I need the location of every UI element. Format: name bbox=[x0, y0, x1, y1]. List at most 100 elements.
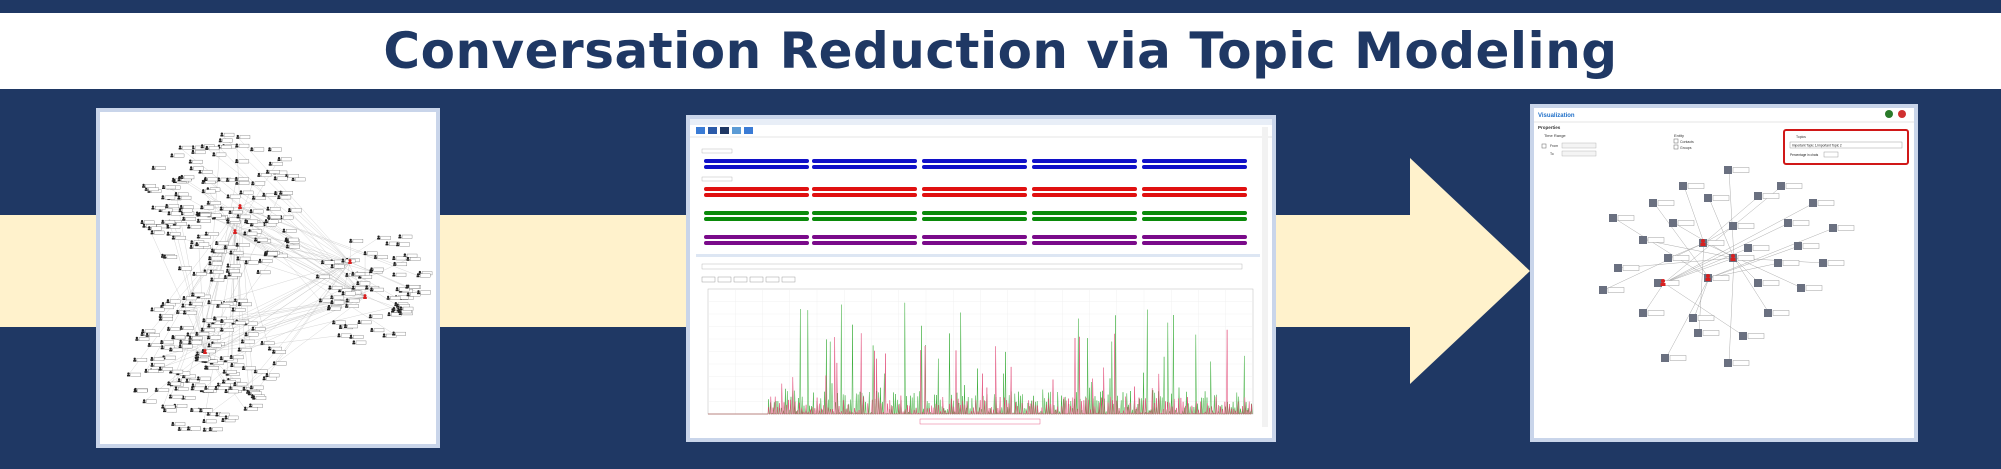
contact-node-icon bbox=[1669, 219, 1695, 227]
contact-node-icon bbox=[256, 269, 271, 275]
contact-node-icon bbox=[251, 181, 266, 186]
contact-node-icon bbox=[1639, 236, 1665, 244]
hub-node-icon bbox=[238, 204, 242, 209]
reduced-contact-graph bbox=[1599, 166, 1855, 367]
topic-bar bbox=[812, 187, 917, 191]
contact-node-icon bbox=[208, 256, 223, 261]
topic-bar bbox=[812, 165, 917, 169]
topics-label: Topics bbox=[1796, 135, 1806, 139]
contact-node-icon bbox=[166, 299, 181, 304]
topic-bar bbox=[922, 159, 1027, 163]
properties-section[interactable]: Properties bbox=[1538, 125, 1561, 130]
contact-node-icon bbox=[234, 176, 249, 182]
contact-node-icon bbox=[287, 208, 302, 213]
contact-node-icon bbox=[264, 251, 278, 256]
contact-node-icon bbox=[235, 143, 250, 148]
contact-node-icon bbox=[188, 340, 203, 345]
chart-control-button[interactable] bbox=[717, 276, 732, 283]
contact-node-icon bbox=[174, 192, 189, 197]
contact-node-icon bbox=[315, 274, 330, 279]
contact-node-icon bbox=[171, 421, 186, 427]
contact-node-icon bbox=[352, 340, 367, 345]
topics-selected: Important Topic 1,Important Topic 2 bbox=[1792, 144, 1842, 148]
contact-node-icon bbox=[177, 426, 192, 431]
contact-node-icon bbox=[1661, 354, 1687, 362]
toolbar-button[interactable] bbox=[732, 127, 741, 134]
contact-node-icon bbox=[337, 333, 352, 338]
to-date-field[interactable] bbox=[1561, 150, 1597, 157]
contact-node-icon bbox=[225, 177, 240, 182]
contact-node-icon bbox=[279, 190, 293, 195]
contact-node-icon bbox=[189, 166, 204, 171]
topic-bar-group bbox=[704, 235, 1247, 245]
topic-bar bbox=[922, 217, 1027, 221]
contact-node-icon bbox=[208, 261, 223, 266]
contact-node-icon bbox=[179, 204, 194, 210]
topic-selector[interactable] bbox=[701, 148, 733, 154]
contacts-checkbox[interactable] bbox=[1673, 138, 1679, 144]
contact-node-icon bbox=[177, 195, 192, 200]
hub-node-icon bbox=[348, 259, 352, 264]
topic-bar-group bbox=[704, 211, 1247, 221]
contact-node-icon bbox=[191, 292, 205, 297]
topic-bar bbox=[812, 235, 917, 239]
topic-bar bbox=[922, 165, 1027, 169]
contact-node-icon bbox=[272, 361, 287, 366]
topics-select[interactable] bbox=[1789, 141, 1903, 149]
from-date-field[interactable] bbox=[1561, 142, 1597, 149]
topic-bar bbox=[1032, 165, 1137, 169]
contact-node-icon bbox=[1694, 329, 1720, 337]
toolbar-button[interactable] bbox=[708, 127, 717, 134]
contact-node-icon bbox=[257, 172, 272, 177]
user-icon[interactable] bbox=[1885, 110, 1893, 118]
scrollbar[interactable] bbox=[1262, 127, 1268, 427]
hub-node-icon bbox=[1730, 254, 1736, 261]
chart-control-button[interactable] bbox=[701, 276, 716, 283]
contact-node-icon bbox=[267, 214, 282, 220]
contact-node-icon bbox=[215, 240, 229, 246]
contact-node-icon bbox=[267, 346, 282, 351]
contact-node-icon bbox=[230, 363, 245, 368]
topic-selector[interactable] bbox=[701, 176, 733, 182]
spike-series-line bbox=[708, 329, 1253, 415]
contact-node-icon bbox=[356, 281, 371, 286]
topic-bar bbox=[704, 165, 809, 169]
contact-node-icon bbox=[328, 285, 343, 290]
chart-control-button[interactable] bbox=[765, 276, 780, 283]
contact-node-icon bbox=[222, 369, 237, 374]
chart-control-button[interactable] bbox=[781, 276, 796, 283]
toolbar-button[interactable] bbox=[696, 127, 705, 134]
toolbar-button[interactable] bbox=[744, 127, 753, 134]
contact-node-icon bbox=[195, 242, 210, 247]
contact-node-icon bbox=[241, 365, 256, 371]
contact-node-icon bbox=[220, 318, 235, 324]
contact-node-icon bbox=[151, 165, 166, 170]
contact-node-icon bbox=[185, 378, 200, 383]
contact-node-icon bbox=[210, 248, 225, 253]
contact-node-icon bbox=[416, 290, 431, 295]
topic-dropdown[interactable] bbox=[701, 263, 1243, 270]
contact-node-icon bbox=[265, 373, 280, 378]
contacts-label: Contacts bbox=[1680, 140, 1694, 144]
topic-bar bbox=[704, 159, 809, 163]
toolbar-button[interactable] bbox=[720, 127, 729, 134]
contact-node-icon bbox=[1649, 199, 1675, 207]
chart-control-button[interactable] bbox=[749, 276, 764, 283]
topic-bar-group bbox=[704, 187, 1247, 197]
chart-control-button[interactable] bbox=[733, 276, 748, 283]
contact-node-icon bbox=[192, 271, 207, 276]
contact-node-icon bbox=[330, 264, 345, 269]
contact-node-icon bbox=[202, 418, 217, 424]
reduced-network-panel: Visualization Properties Time Range From… bbox=[1530, 104, 1918, 442]
contact-node-icon bbox=[277, 195, 292, 200]
percentage-stepper[interactable] bbox=[1823, 151, 1839, 158]
contact-node-icon bbox=[174, 386, 189, 391]
time-range-checkbox[interactable] bbox=[1541, 143, 1547, 149]
settings-icon[interactable] bbox=[1898, 110, 1906, 118]
from-label: From bbox=[1550, 144, 1558, 148]
contact-node-icon bbox=[212, 152, 227, 157]
contact-node-icon bbox=[214, 385, 229, 391]
topic-timeline-chart-icon bbox=[690, 119, 1272, 438]
topic-bar bbox=[1032, 241, 1137, 245]
groups-checkbox[interactable] bbox=[1673, 144, 1679, 150]
